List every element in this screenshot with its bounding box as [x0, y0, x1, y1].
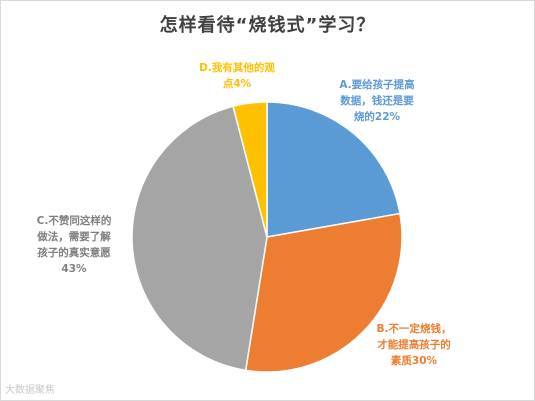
data-label-b: B.不一定烧钱，才能提高孩子的素质30%: [377, 322, 452, 367]
pie-slice-a: [266, 101, 401, 238]
pie-slice-d: [232, 101, 268, 238]
chart-title: 怎样看待“烧钱式”学习？: [159, 15, 376, 36]
pie-slice-b: [244, 212, 403, 373]
watermark: 大数据聚焦: [5, 385, 55, 396]
pie-slice-c: [131, 105, 268, 372]
data-label-d: D.我有其他的观点4%: [199, 61, 275, 90]
data-label-c: C.不赞同这样的做法，需要了解孩子的真实意愿 43%: [36, 214, 111, 275]
data-label-a: A.要给孩子提高数据，钱还是要烧的22%: [339, 78, 415, 123]
